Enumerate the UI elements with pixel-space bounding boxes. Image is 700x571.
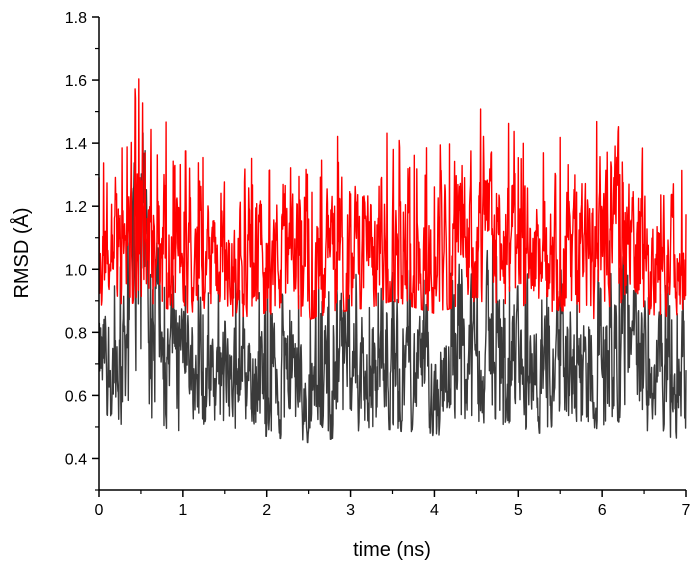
y-tick-label: 1.4 [65, 136, 87, 153]
y-tick-label: 0.6 [65, 388, 87, 405]
ticks-layer: 0 1 2 3 4 5 6 7 0.4 0.6 0.8 1.0 1.2 1.4 1.6 1.8 [65, 10, 691, 519]
x-tick-label: 7 [682, 502, 691, 519]
x-tick-label: 5 [514, 502, 523, 519]
x-tick-label: 2 [262, 502, 271, 519]
x-tick-label: 0 [95, 502, 104, 519]
series-layer [98, 78, 687, 444]
y-tick-label: 1.2 [65, 199, 87, 216]
x-axis-title: time (ns) [353, 539, 431, 561]
y-tick-label: 1.6 [65, 73, 87, 90]
x-tick-label: 1 [178, 502, 187, 519]
x-tick-label: 4 [430, 502, 439, 519]
series-line-2 [98, 78, 687, 320]
y-tick-label: 0.4 [65, 451, 87, 468]
x-tick-label: 3 [346, 502, 355, 519]
y-axis-title: RMSD (Å) [10, 207, 33, 298]
y-tick-label: 1.0 [65, 262, 87, 279]
x-tick-label: 6 [598, 502, 607, 519]
y-tick-label: 1.8 [65, 10, 87, 27]
y-tick-label: 0.8 [65, 325, 87, 342]
